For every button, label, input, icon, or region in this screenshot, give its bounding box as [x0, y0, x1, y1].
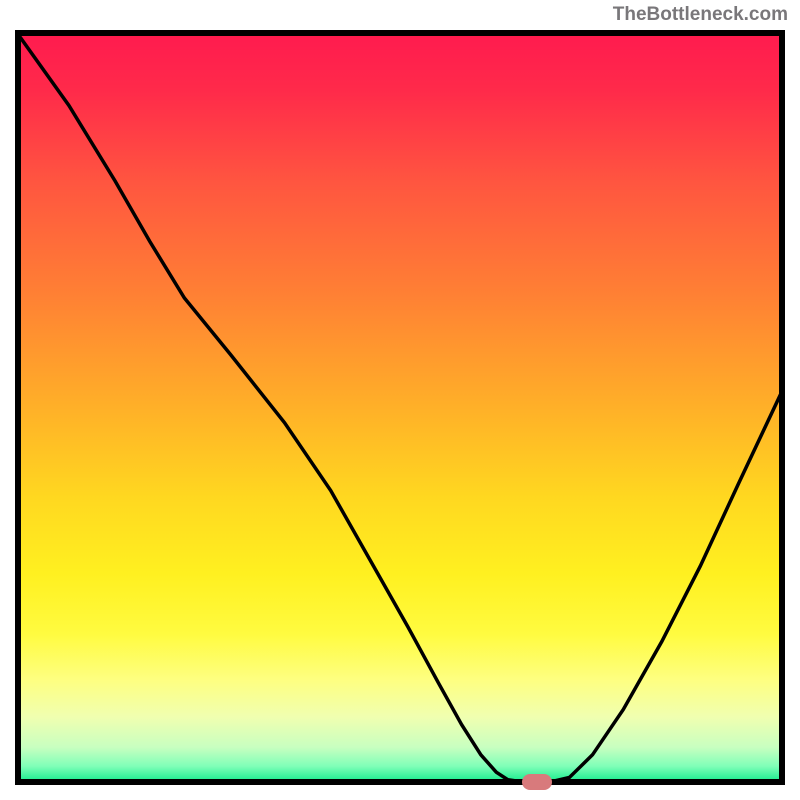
- bottleneck-curve: [15, 30, 785, 785]
- watermark-text: TheBottleneck.com: [613, 4, 788, 26]
- chart-container: TheBottleneck.com: [0, 0, 800, 800]
- plot-area: [15, 30, 785, 785]
- optimal-point-marker: [522, 774, 552, 790]
